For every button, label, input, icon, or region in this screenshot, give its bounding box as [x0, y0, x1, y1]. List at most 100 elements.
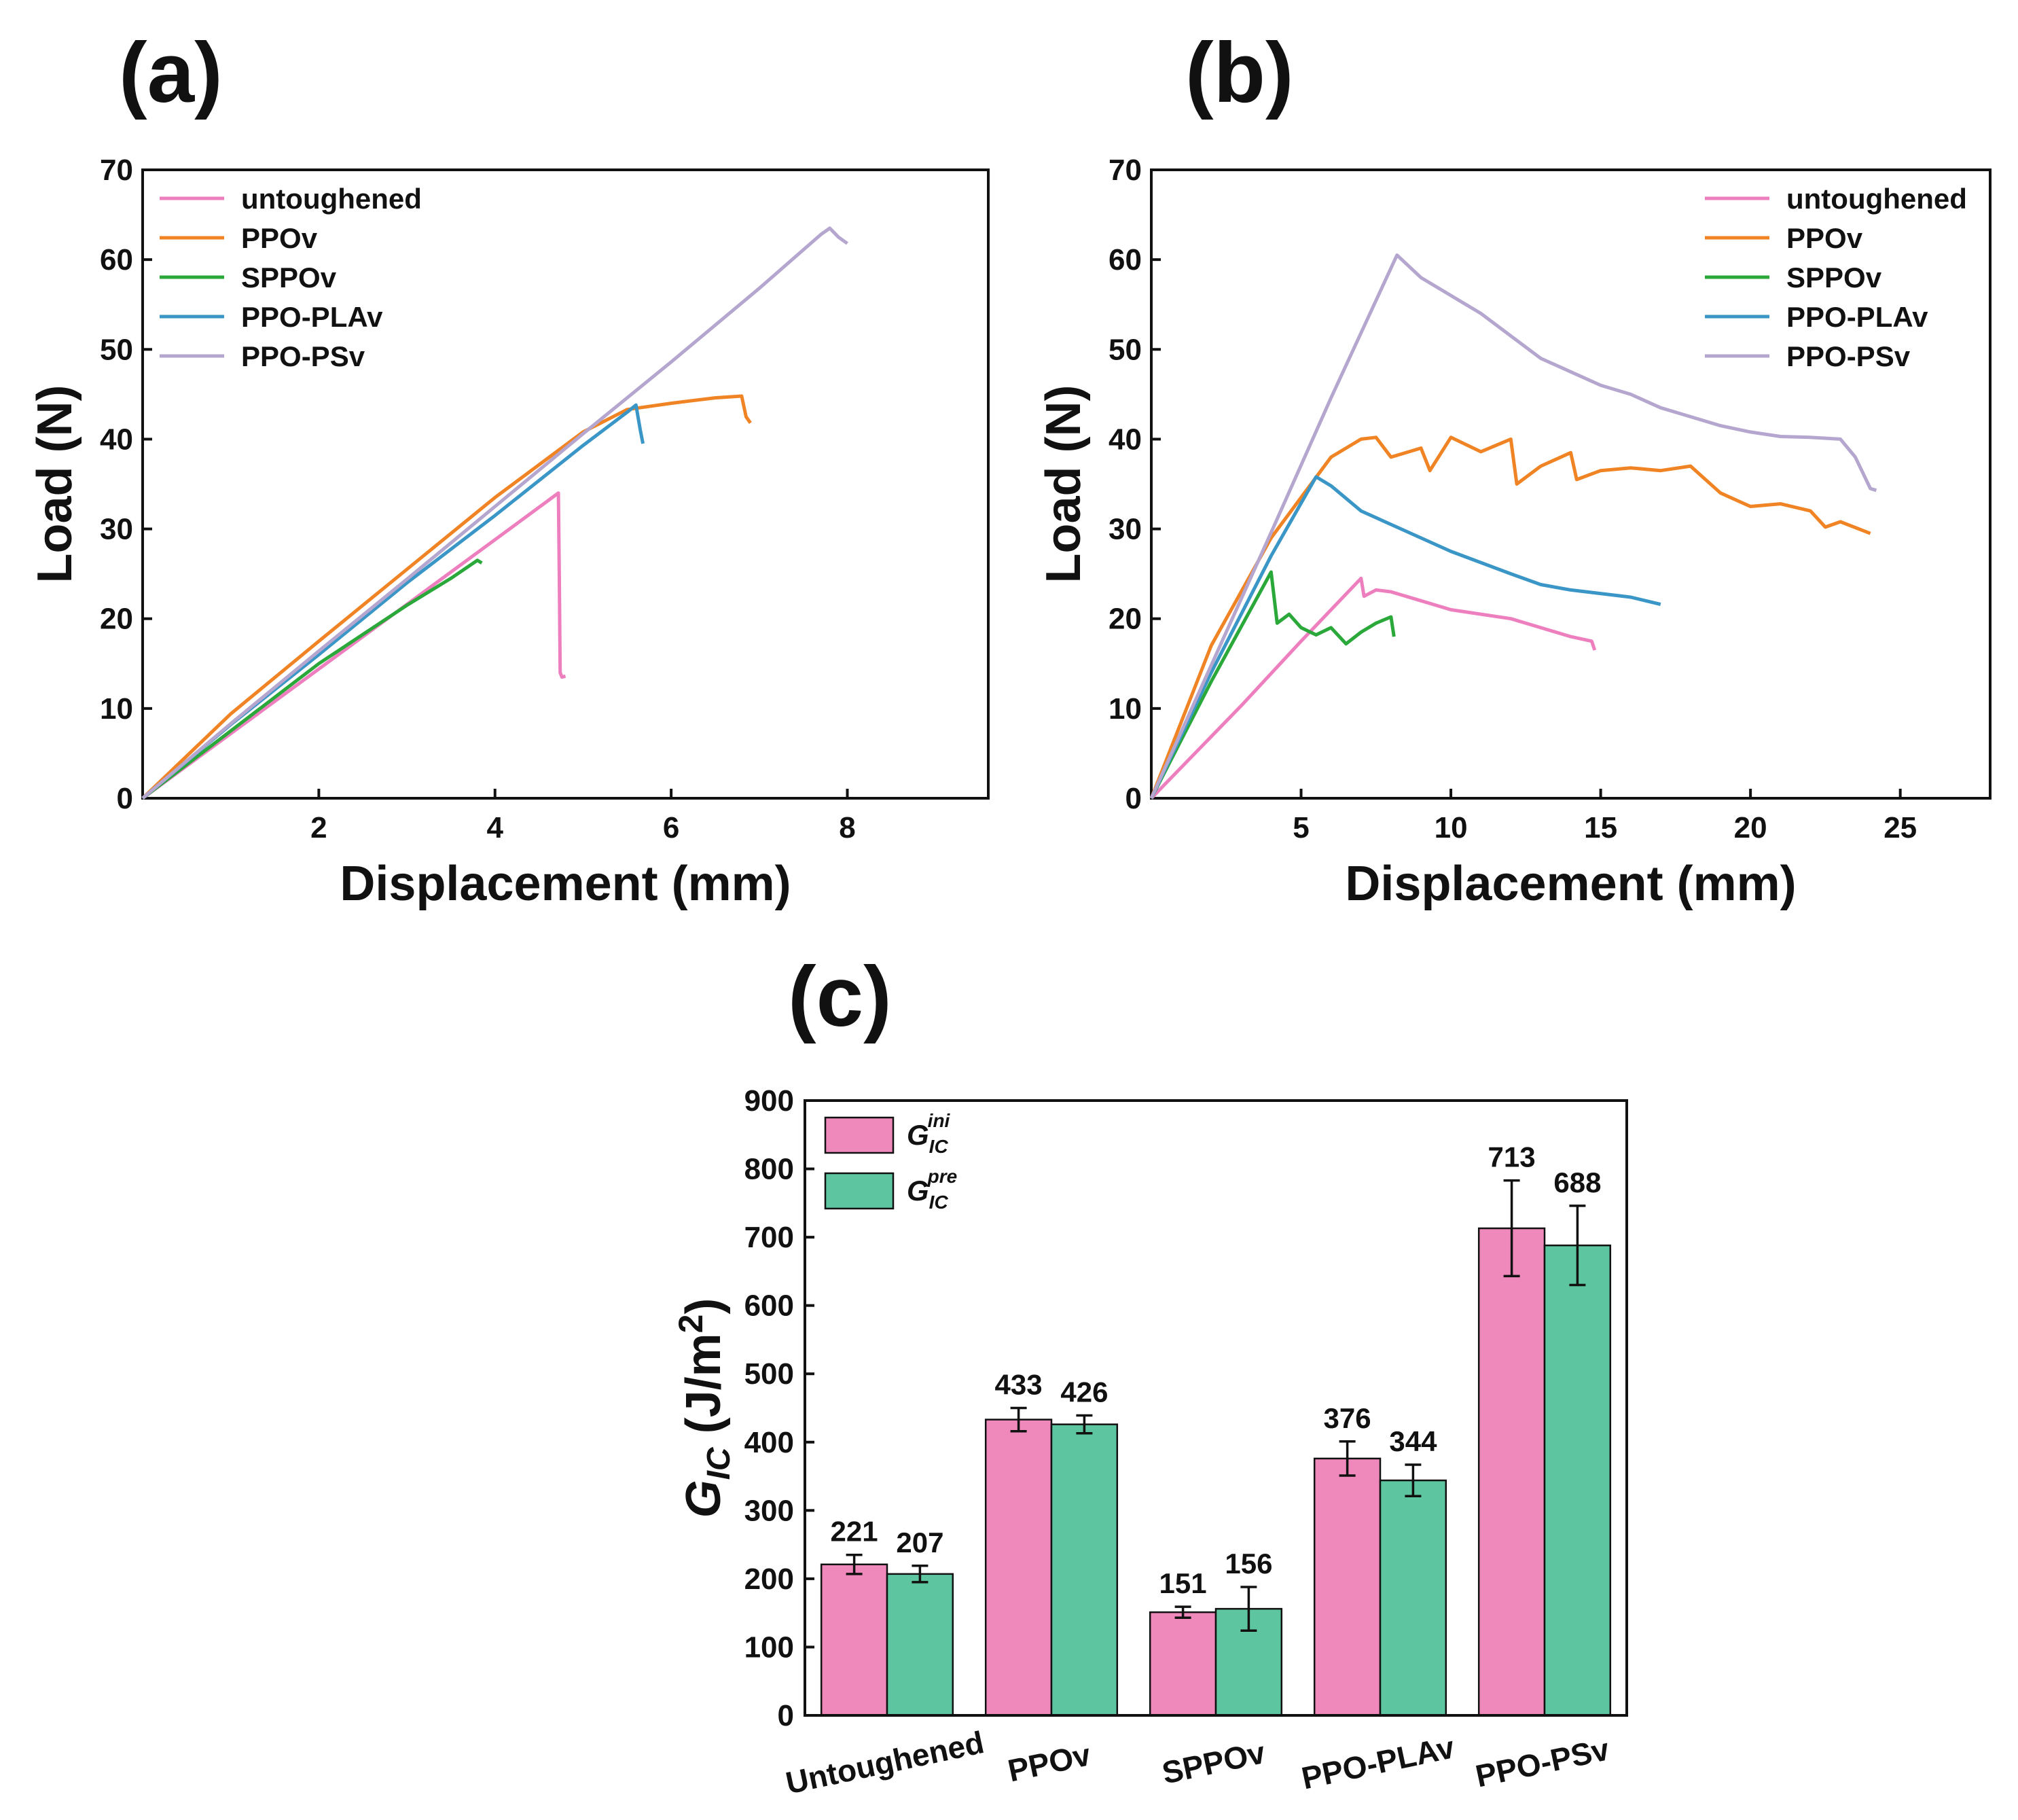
line-chart-b: 5 10 15 20 25 0 10 20 30 40 50 60 70 Displacement (mm…	[1037, 154, 1992, 911]
bar-sppov-pre	[1214, 1607, 1283, 1717]
category-label-ppov: PPOv	[1005, 1736, 1094, 1788]
data-label: 688	[1553, 1166, 1601, 1198]
category-label-untoughened: Untoughened	[782, 1724, 987, 1800]
data-label: 713	[1488, 1141, 1536, 1173]
y-tick-label: 10	[1109, 692, 1142, 726]
legend-label-ppo-psv: PPO-PSv	[1786, 340, 1911, 372]
legend-label-ppo-psv: PPO-PSv	[241, 340, 365, 372]
x-axis-title: Displacement (mm)	[1345, 857, 1796, 911]
y-tick-label: 0	[778, 1699, 794, 1732]
panel-label-c: (c)	[788, 950, 892, 1044]
legend-label-ppov: PPOv	[241, 222, 318, 254]
bar-untoughened-pre	[886, 1573, 954, 1717]
bar-untoughened-ini	[820, 1563, 888, 1717]
y-tick-label: 0	[117, 782, 133, 815]
bar-sppov-ini	[1149, 1611, 1217, 1717]
data-label: 433	[995, 1369, 1043, 1401]
legend-label-ppov: PPOv	[1786, 222, 1863, 254]
y-tick-label: 60	[100, 243, 133, 276]
bar-ppo-psv-ini	[1477, 1227, 1546, 1717]
category-label-ppo-plav: PPO-PLAv	[1299, 1729, 1458, 1796]
x-axis-title: Displacement (mm)	[340, 857, 791, 911]
series-line-ppov	[1149, 435, 1871, 799]
y-tick-label: 600	[744, 1289, 794, 1323]
y-tick-label: 70	[100, 154, 133, 187]
legend-label-untoughened: untoughened	[1786, 183, 1967, 215]
panel-b: (b) 5 10 15 20 25 0 10 20 30 40 50 60 70 Displacement…	[1037, 26, 1992, 911]
legend-label-ppo-plav: PPO-PLAv	[241, 301, 383, 333]
x-tick-label: 8	[839, 811, 855, 844]
data-label: 221	[831, 1516, 878, 1548]
y-axis-title: GIC (J/m2)	[672, 1298, 737, 1518]
legend-label-sppov: SPPOv	[1786, 262, 1882, 293]
bar-ppo-plav-pre	[1379, 1479, 1447, 1717]
y-tick-label: 200	[744, 1563, 794, 1596]
bar-ppo-plav-ini	[1313, 1457, 1382, 1717]
legend-label-ini: GICini	[907, 1110, 951, 1157]
y-tick-label: 800	[744, 1153, 794, 1186]
y-tick-label: 70	[1109, 154, 1142, 187]
legend-swatch-ini	[824, 1116, 895, 1154]
series-line-ppo-psv	[141, 226, 848, 800]
bar-ppov-ini	[984, 1418, 1053, 1717]
series-line-ppo-plav	[141, 403, 645, 800]
series-line-untoughened	[141, 491, 566, 800]
y-tick-label: 100	[744, 1630, 794, 1664]
x-tick-label: 6	[663, 811, 679, 844]
plot-frame-b	[1150, 168, 1992, 800]
y-tick-label: 50	[100, 333, 133, 366]
data-label: 376	[1324, 1402, 1371, 1434]
line-chart-a: 2 4 6 8 0 10 20 30 40 50 60 70 Displacement (mm) Load…	[28, 154, 990, 911]
panel-c: (c) 221 207 Untoughened 433 426 PPOv 151 156 SPP…	[672, 950, 1628, 1801]
y-tick-label: 40	[1109, 423, 1142, 456]
series-line-sppov	[141, 558, 483, 800]
panel-label-b: (b)	[1185, 26, 1294, 120]
y-tick-label: 700	[744, 1221, 794, 1254]
y-tick-label: 20	[100, 603, 133, 636]
legend-label-pre: GICpre	[907, 1166, 957, 1213]
data-label: 156	[1225, 1548, 1272, 1580]
series-line-ppov	[141, 394, 752, 800]
x-tick-label: 10	[1435, 811, 1468, 844]
y-axis-title: Load (N)	[28, 385, 82, 584]
y-tick-label: 30	[100, 513, 133, 546]
x-tick-label: 20	[1734, 811, 1767, 844]
bar-chart-c: 221 207 Untoughened 433 426 PPOv 151 156 SPPOv 37…	[672, 1084, 1628, 1801]
series-line-sppov	[1149, 570, 1396, 800]
series-line-untoughened	[1150, 576, 1597, 800]
data-label: 344	[1389, 1425, 1437, 1457]
panel-label-a: (a)	[119, 26, 223, 120]
data-label: 426	[1060, 1376, 1108, 1408]
x-tick-label: 5	[1293, 811, 1309, 844]
y-tick-label: 30	[1109, 513, 1142, 546]
y-tick-label: 60	[1109, 243, 1142, 276]
y-tick-label: 300	[744, 1494, 794, 1527]
y-tick-label: 400	[744, 1426, 794, 1459]
panel-a: (a) 2 4 6 8 0 10 20 30 40 50 60 70 Displacement (mm)…	[28, 26, 990, 911]
bar-ppo-psv-pre	[1543, 1244, 1612, 1717]
y-tick-label: 500	[744, 1357, 794, 1391]
series-line-ppo-plav	[1149, 475, 1661, 800]
category-label-ppo-psv: PPO-PSv	[1473, 1731, 1612, 1794]
x-tick-label: 4	[487, 811, 504, 844]
data-label: 151	[1159, 1567, 1207, 1599]
bar-ppov-pre	[1050, 1423, 1119, 1717]
plot-frame-a	[141, 168, 990, 800]
plot-frame-c	[804, 1099, 1628, 1717]
y-axis-title: Load (N)	[1037, 385, 1091, 584]
y-tick-label: 40	[100, 423, 133, 456]
y-tick-label: 20	[1109, 603, 1142, 636]
y-tick-label: 10	[100, 692, 133, 726]
category-label-sppov: SPPOv	[1159, 1734, 1268, 1791]
series-line-ppo-psv	[1149, 253, 1877, 800]
x-tick-label: 2	[310, 811, 327, 844]
y-tick-label: 50	[1109, 333, 1142, 366]
legend-swatch-pre	[824, 1172, 895, 1210]
legend-label-untoughened: untoughened	[241, 183, 422, 215]
data-label: 207	[896, 1527, 943, 1558]
x-tick-label: 25	[1884, 811, 1917, 844]
y-tick-label: 0	[1125, 782, 1142, 815]
legend-label-sppov: SPPOv	[241, 262, 337, 293]
x-tick-label: 15	[1584, 811, 1617, 844]
